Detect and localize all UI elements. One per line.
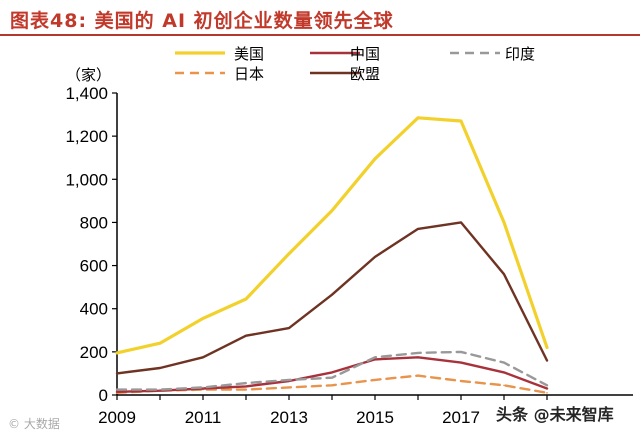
data-point-欧盟 [331,293,333,296]
y-tick-label: 1,400 [65,84,108,103]
data-point-中国 [503,371,505,374]
data-point-美国 [503,221,505,224]
data-point-日本 [245,388,247,391]
data-point-印度 [460,351,462,353]
data-point-中国 [245,385,247,388]
data-point-中国 [417,356,419,359]
data-point-美国 [374,157,376,160]
data-point-美国 [159,342,161,345]
data-point-美国 [460,120,462,122]
axes: 0 200 400 600 800 1,000 1,200 1,400 2009 2011 2013… [65,66,633,427]
data-point-欧盟 [374,256,376,258]
data-point-印度 [288,379,290,381]
y-tick-label: 400 [80,300,108,319]
data-point-日本 [503,384,505,387]
data-point-美国 [245,298,247,300]
y-tick-label: 600 [80,257,108,276]
x-tick-label: 2011 [185,408,222,427]
legend-label-美国: 美国 [234,45,264,63]
data-point-中国 [116,390,118,393]
series-line-美国 [115,116,549,355]
y-tick-label: 1,200 [65,127,108,146]
data-point-印度 [417,352,419,354]
data-point-欧盟 [460,221,462,224]
y-unit-label: （家） [66,66,111,84]
watermark-layer: © 大数据 头条 @未来智库 [8,405,614,431]
data-point-日本 [460,380,462,382]
watermark-right: 头条 @未来智库 [496,405,614,424]
data-point-印度 [202,386,204,389]
data-point-日本 [374,379,376,381]
data-point-中国 [331,371,333,374]
legend-label-日本: 日本 [234,65,264,83]
data-point-美国 [417,117,419,119]
data-point-印度 [374,356,376,359]
data-point-印度 [159,388,161,391]
legend-label-中国: 中国 [350,45,380,63]
x-tick-label: 2009 [98,408,136,427]
watermark-left: © 大数据 [8,416,60,431]
data-point-美国 [202,317,204,320]
data-point-印度 [331,376,333,379]
x-tick-label: 2013 [270,408,308,427]
data-point-印度 [245,382,247,384]
y-tick-label: 1,000 [65,170,108,189]
chart-title: 图表48: 美国的 AI 初创企业数量领先全球 [10,10,394,32]
legend-label-印度: 印度 [505,45,535,63]
legend-label-欧盟: 欧盟 [350,65,380,83]
data-point-印度 [503,361,505,364]
y-tick-label: 0 [99,386,108,405]
data-point-中国 [460,361,462,364]
data-point-中国 [374,358,376,361]
data-point-欧盟 [417,228,419,230]
series-line-欧盟 [115,221,549,375]
data-point-美国 [331,209,333,212]
data-point-印度 [116,388,118,391]
data-point-美国 [546,346,548,349]
data-point-美国 [116,352,118,354]
data-point-美国 [288,252,290,255]
data-point-日本 [417,374,419,377]
data-point-日本 [288,386,290,389]
data-point-中国 [546,387,548,390]
data-point-日本 [331,384,333,387]
title-bar: 图表48: 美国的 AI 初创企业数量领先全球 [0,0,640,36]
data-point-印度 [546,384,548,387]
x-tick-label: 2017 [442,408,480,427]
data-point-欧盟 [288,327,290,329]
y-tick-label: 800 [80,213,108,232]
data-point-欧盟 [245,334,247,337]
x-tick-label: 2015 [356,408,394,427]
data-point-欧盟 [202,356,204,359]
data-point-欧盟 [116,372,118,375]
data-point-日本 [546,392,548,394]
data-point-欧盟 [503,273,505,276]
data-point-欧盟 [546,359,548,362]
y-tick-label: 200 [80,343,108,362]
series-layer [115,116,549,394]
data-point-欧盟 [159,367,161,369]
